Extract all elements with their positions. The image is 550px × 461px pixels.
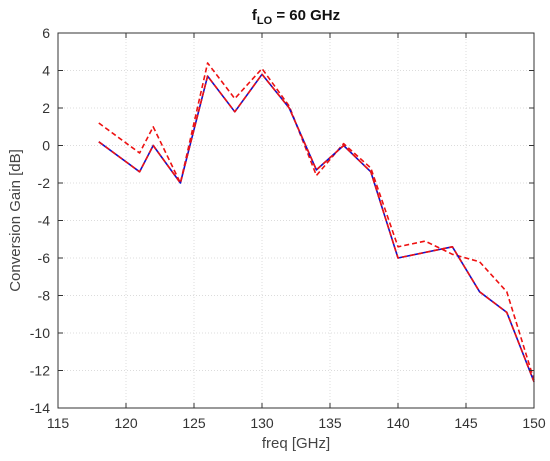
y-tick-label: 0 [42, 138, 50, 154]
x-axis-label: freq [GHz] [262, 435, 330, 452]
x-tick-label: 120 [114, 415, 138, 431]
x-tick-label: 145 [454, 415, 478, 431]
ticks: 115 120 125 130 135 140 145 150 -14 -12 -10 -8 -6 -4 -… [30, 25, 546, 431]
chart-title: fLO = 60 GHz [252, 7, 340, 27]
y-tick-label: -6 [38, 250, 51, 266]
title-rest: = 60 GHz [272, 7, 340, 24]
title-main: f [252, 7, 258, 24]
x-tick-label: 140 [386, 415, 410, 431]
series-line-3 [98, 73, 535, 383]
y-tick-label: -4 [38, 213, 51, 229]
grid [57, 32, 535, 409]
y-tick-label: 2 [42, 100, 50, 116]
x-tick-label: 130 [250, 415, 274, 431]
series-line-2 [98, 73, 535, 383]
x-tick-label: 115 [47, 415, 70, 431]
series-line-1 [98, 62, 535, 381]
y-tick-label: -8 [38, 288, 51, 304]
series-layer [98, 62, 535, 383]
x-tick-label: 125 [182, 415, 206, 431]
y-tick-label: 6 [42, 25, 50, 41]
y-axis-label: Conversion Gain [dB] [7, 149, 24, 292]
x-tick-label: 135 [318, 415, 342, 431]
y-tick-label: -10 [30, 325, 50, 341]
y-tick-label: 4 [42, 63, 50, 79]
x-tick-label: 150 [522, 415, 546, 431]
title-subscript: LO [257, 15, 273, 27]
y-tick-label: -14 [30, 400, 50, 416]
y-tick-label: -2 [38, 175, 51, 191]
y-tick-label: -12 [30, 363, 50, 379]
